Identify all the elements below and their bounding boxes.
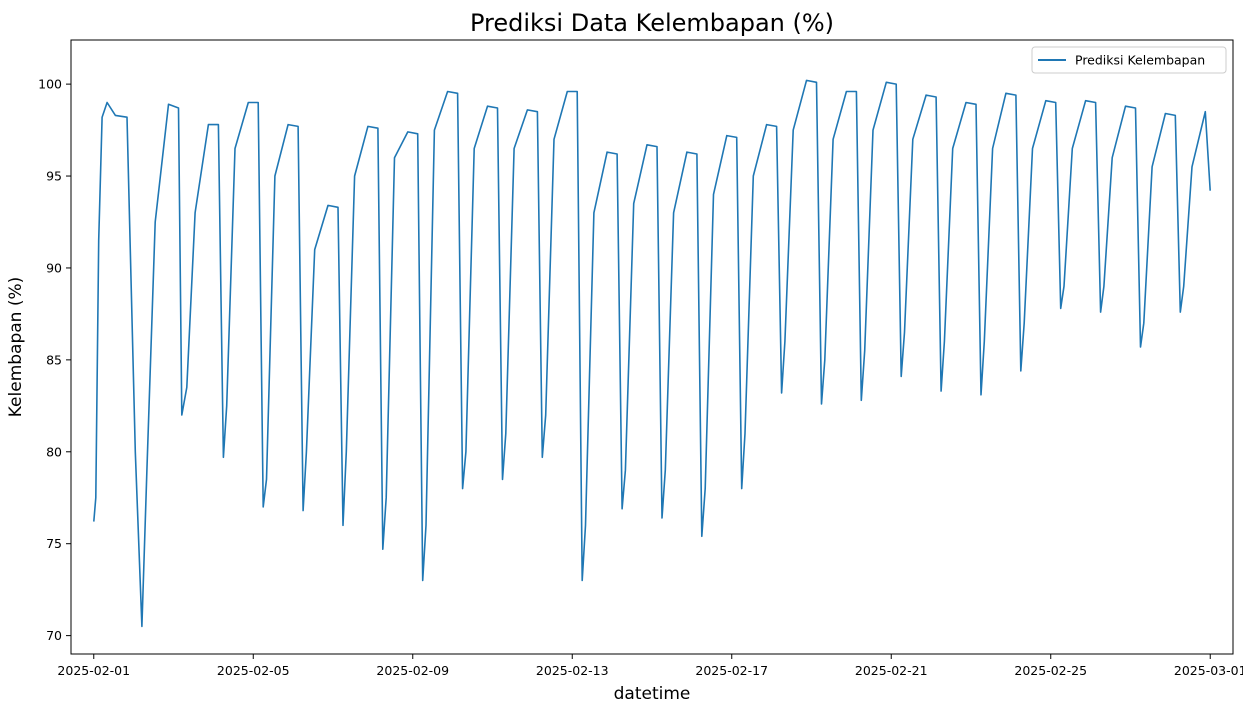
- x-tick-label: 2025-02-25: [1014, 663, 1087, 678]
- x-tick-label: 2025-02-17: [695, 663, 768, 678]
- x-axis: 2025-02-01 2025-02-05 2025-02-09 2025-02-13…: [57, 654, 1243, 678]
- x-tick-label: 2025-02-13: [536, 663, 609, 678]
- x-tick-label: 2025-02-01: [57, 663, 130, 678]
- x-axis-label: datetime: [614, 684, 691, 704]
- plot-background: [71, 40, 1233, 654]
- y-tick-label: 80: [46, 444, 62, 459]
- y-tick-label: 70: [46, 628, 62, 643]
- chart-title: Prediksi Data Kelembapan (%): [470, 9, 834, 37]
- y-tick-label: 85: [46, 352, 62, 367]
- y-axis-label: Kelembapan (%): [6, 277, 26, 418]
- legend-box: [1031, 46, 1227, 74]
- x-tick-label: 2025-03-01: [1174, 663, 1243, 678]
- y-tick-label: 75: [46, 536, 62, 551]
- plot-frame: [70, 39, 1234, 655]
- x-tick-label: 2025-02-09: [376, 663, 449, 678]
- y-tick-label: 95: [46, 169, 62, 184]
- y-tick-label: 100: [38, 77, 62, 92]
- y-tick-label: 90: [46, 260, 62, 275]
- legend: Prediksi Kelembapan: [1031, 46, 1227, 74]
- x-tick-label: 2025-02-05: [217, 663, 290, 678]
- plot-area: [70, 39, 1234, 655]
- legend-entry-label: Prediksi Kelembapan: [1075, 53, 1205, 68]
- y-axis: 70 75 80 85 90 95 100: [38, 77, 71, 643]
- series-line-prediksi-kelembapan: [93, 79, 1211, 628]
- x-tick-label: 2025-02-21: [855, 663, 928, 678]
